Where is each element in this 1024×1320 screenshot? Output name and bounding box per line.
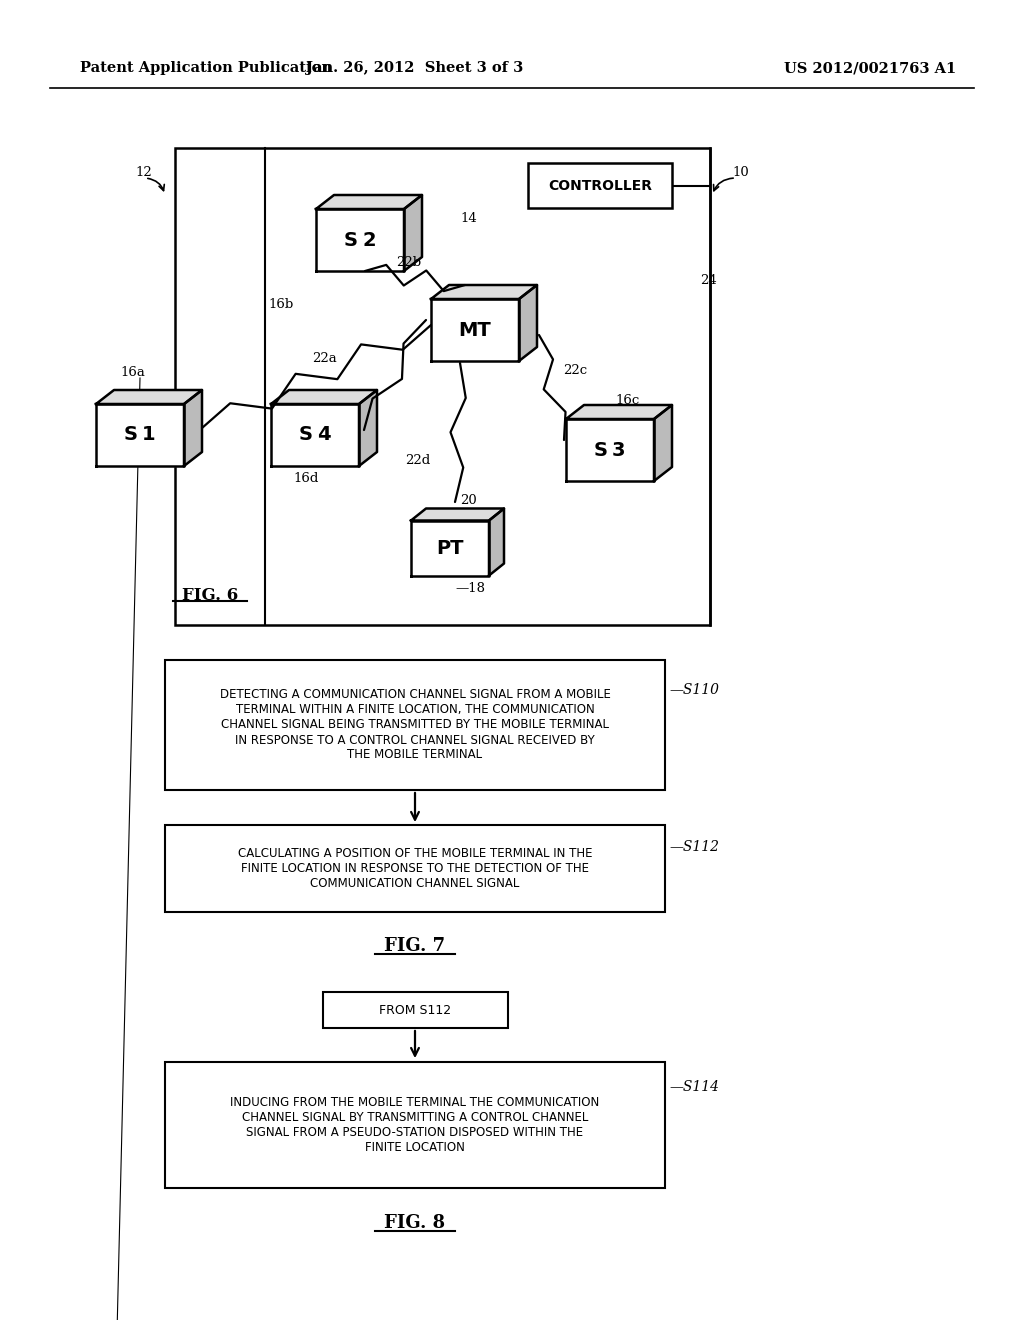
Text: 22d: 22d xyxy=(406,454,430,466)
Polygon shape xyxy=(359,389,377,466)
Bar xyxy=(165,1063,665,1188)
Polygon shape xyxy=(96,389,202,404)
Polygon shape xyxy=(431,300,519,360)
Polygon shape xyxy=(654,405,672,480)
Polygon shape xyxy=(184,389,202,466)
Polygon shape xyxy=(404,195,422,271)
Text: 22c: 22c xyxy=(563,363,587,376)
Text: MT: MT xyxy=(459,321,492,339)
Text: 3: 3 xyxy=(612,441,626,459)
Text: FIG. 6: FIG. 6 xyxy=(182,587,239,605)
Polygon shape xyxy=(316,195,422,209)
Text: 20: 20 xyxy=(460,494,477,507)
Text: 2: 2 xyxy=(362,231,376,249)
Polygon shape xyxy=(411,508,504,520)
Text: 22a: 22a xyxy=(312,351,337,364)
Polygon shape xyxy=(271,404,359,466)
Text: 16d: 16d xyxy=(293,471,318,484)
Polygon shape xyxy=(566,418,654,480)
Bar xyxy=(175,148,710,624)
Polygon shape xyxy=(316,209,404,271)
Text: 1: 1 xyxy=(142,425,156,445)
Text: Jan. 26, 2012  Sheet 3 of 3: Jan. 26, 2012 Sheet 3 of 3 xyxy=(306,61,523,75)
Polygon shape xyxy=(566,405,672,418)
Text: S: S xyxy=(124,425,138,445)
Text: —S114: —S114 xyxy=(669,1080,719,1094)
Bar xyxy=(165,660,665,789)
Text: —S112: —S112 xyxy=(669,840,719,854)
Text: Patent Application Publication: Patent Application Publication xyxy=(80,61,332,75)
Text: FIG. 7: FIG. 7 xyxy=(384,937,445,954)
Text: 16b: 16b xyxy=(268,298,293,312)
Text: 14: 14 xyxy=(460,211,477,224)
Bar xyxy=(165,825,665,912)
Text: FIG. 8: FIG. 8 xyxy=(384,1214,445,1232)
Polygon shape xyxy=(431,285,537,300)
Polygon shape xyxy=(411,520,489,576)
Text: FROM S112: FROM S112 xyxy=(379,1003,451,1016)
Text: 10: 10 xyxy=(732,165,749,178)
Text: 12: 12 xyxy=(135,165,152,178)
Text: 4: 4 xyxy=(317,425,331,445)
Text: CALCULATING A POSITION OF THE MOBILE TERMINAL IN THE
FINITE LOCATION IN RESPONSE: CALCULATING A POSITION OF THE MOBILE TER… xyxy=(238,847,592,890)
Text: —18: —18 xyxy=(455,582,485,594)
Text: S: S xyxy=(344,231,358,249)
Polygon shape xyxy=(519,285,537,360)
Text: DETECTING A COMMUNICATION CHANNEL SIGNAL FROM A MOBILE
TERMINAL WITHIN A FINITE : DETECTING A COMMUNICATION CHANNEL SIGNAL… xyxy=(219,689,610,762)
Text: INDUCING FROM THE MOBILE TERMINAL THE COMMUNICATION
CHANNEL SIGNAL BY TRANSMITTI: INDUCING FROM THE MOBILE TERMINAL THE CO… xyxy=(230,1096,600,1154)
Polygon shape xyxy=(489,508,504,576)
Text: PT: PT xyxy=(436,539,464,557)
Bar xyxy=(528,162,672,209)
Text: 16c: 16c xyxy=(615,393,639,407)
Text: S: S xyxy=(299,425,313,445)
Text: 16a: 16a xyxy=(120,367,144,380)
Text: CONTROLLER: CONTROLLER xyxy=(548,178,652,193)
Text: US 2012/0021763 A1: US 2012/0021763 A1 xyxy=(784,61,956,75)
Text: S: S xyxy=(594,441,608,459)
Polygon shape xyxy=(96,404,184,466)
Text: —S110: —S110 xyxy=(669,682,719,697)
Text: 24: 24 xyxy=(700,273,717,286)
Polygon shape xyxy=(271,389,377,404)
Bar xyxy=(323,993,508,1028)
Text: 22b: 22b xyxy=(396,256,421,268)
